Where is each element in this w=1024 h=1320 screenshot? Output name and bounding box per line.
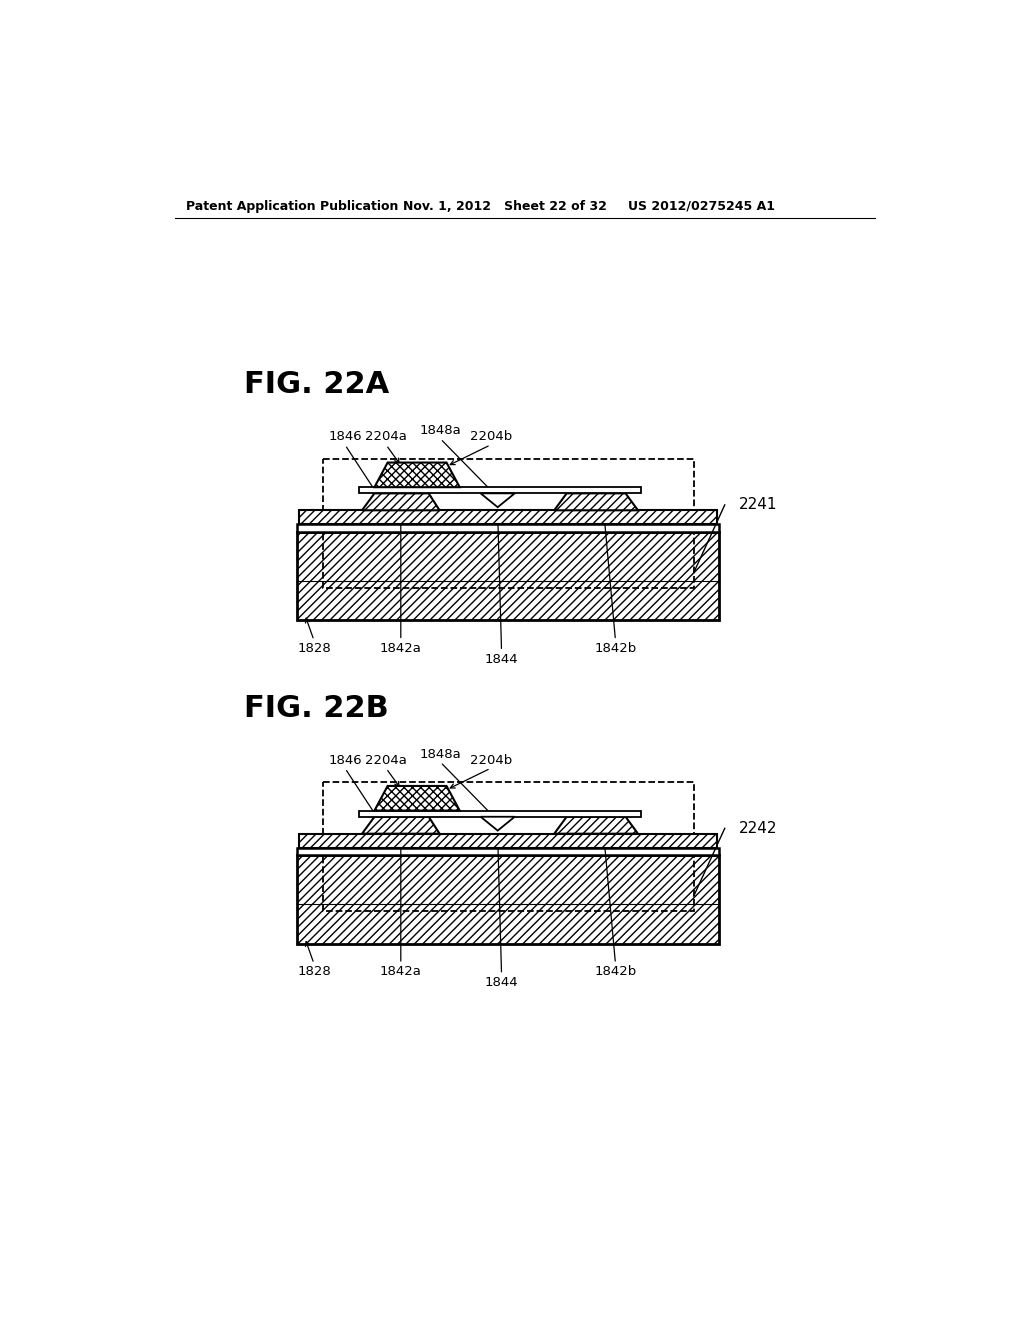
Text: 1848a: 1848a <box>420 424 461 437</box>
Polygon shape <box>554 817 638 834</box>
Text: 1846: 1846 <box>328 754 361 767</box>
Polygon shape <box>297 524 719 532</box>
Text: FIG. 22B: FIG. 22B <box>245 693 389 722</box>
Polygon shape <box>375 462 460 487</box>
Text: 1842a: 1842a <box>380 642 422 655</box>
Text: 2204a: 2204a <box>366 754 407 767</box>
Text: 1846: 1846 <box>328 430 361 444</box>
Polygon shape <box>480 494 515 507</box>
Text: 1828: 1828 <box>297 965 331 978</box>
Polygon shape <box>362 494 439 511</box>
Text: 1844: 1844 <box>484 653 518 665</box>
Text: 2241: 2241 <box>738 498 777 512</box>
Polygon shape <box>359 810 641 817</box>
Polygon shape <box>297 532 719 620</box>
Polygon shape <box>297 855 719 944</box>
Text: 2204b: 2204b <box>470 430 512 444</box>
Text: Nov. 1, 2012   Sheet 22 of 32: Nov. 1, 2012 Sheet 22 of 32 <box>403 199 607 213</box>
Text: US 2012/0275245 A1: US 2012/0275245 A1 <box>628 199 775 213</box>
Text: 2204a: 2204a <box>366 430 407 444</box>
Text: 1848a: 1848a <box>420 747 461 760</box>
Text: 1844: 1844 <box>484 977 518 989</box>
Polygon shape <box>554 494 638 511</box>
Polygon shape <box>297 847 719 855</box>
Text: 1842b: 1842b <box>594 965 637 978</box>
Polygon shape <box>480 817 515 830</box>
Text: 2242: 2242 <box>738 821 777 836</box>
Polygon shape <box>375 785 460 810</box>
Text: FIG. 22A: FIG. 22A <box>245 370 389 399</box>
Text: 1842a: 1842a <box>380 965 422 978</box>
Text: 2204b: 2204b <box>470 754 512 767</box>
Text: 1828: 1828 <box>297 642 331 655</box>
Polygon shape <box>299 834 717 847</box>
Text: Patent Application Publication: Patent Application Publication <box>186 199 398 213</box>
Polygon shape <box>362 817 439 834</box>
Text: 1842b: 1842b <box>594 642 637 655</box>
Polygon shape <box>359 487 641 494</box>
Polygon shape <box>299 511 717 524</box>
